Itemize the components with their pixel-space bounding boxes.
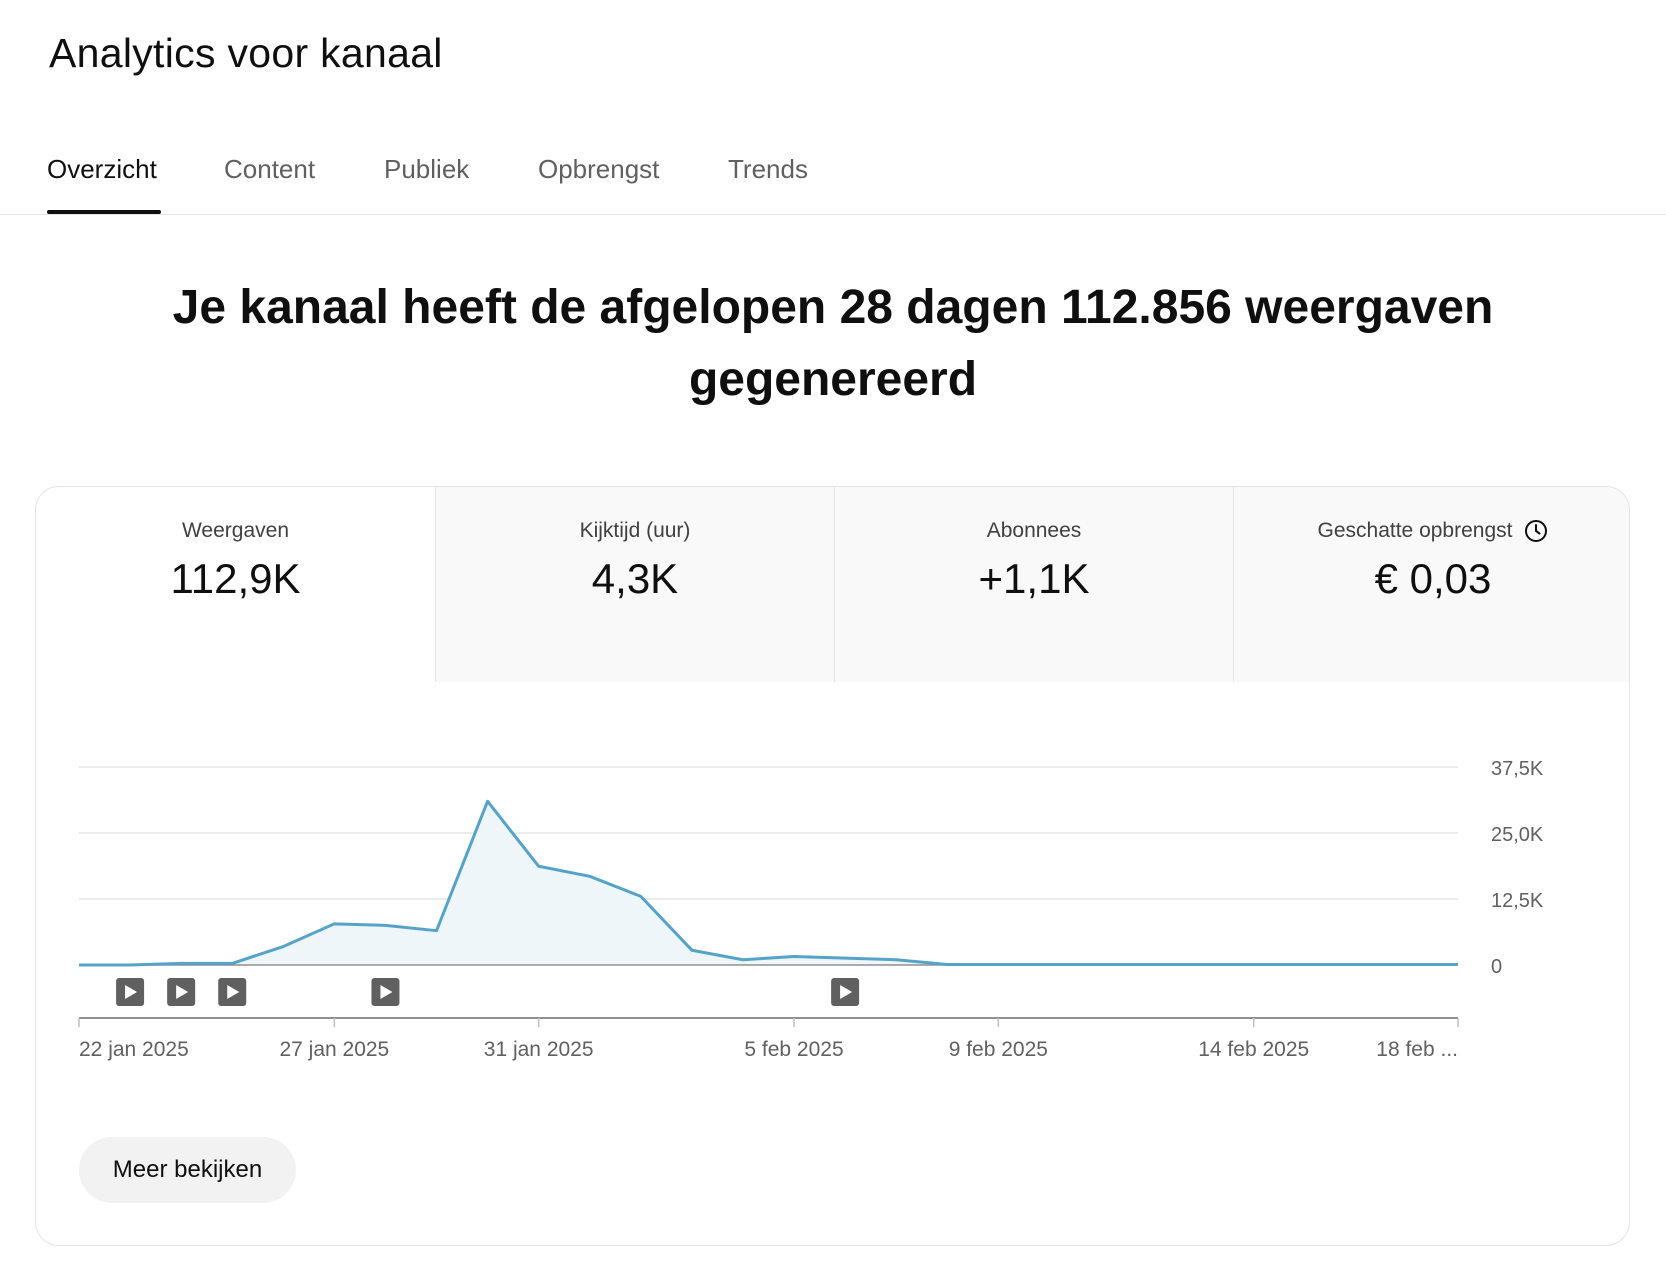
metric-value: € 0,03	[1374, 555, 1492, 602]
metric-label: Weergaven	[181, 519, 289, 542]
more-button[interactable]: Meer bekijken	[79, 1137, 296, 1203]
metric-kijktijd[interactable]: Kijktijd (uur) 4,3K	[435, 487, 834, 682]
area-fill	[79, 801, 1458, 965]
metric-label: Geschatte opbrengst	[1317, 519, 1513, 542]
metric-label: Kijktijd (uur)	[579, 519, 691, 542]
summary-headline: Je kanaal heeft de afgelopen 28 dagen 11…	[172, 281, 1494, 406]
metric-geschatte-opbrengst[interactable]: Geschatte opbrengst € 0,03	[1233, 487, 1629, 682]
active-tab-indicator	[47, 210, 161, 214]
analytics-card: Weergaven 112,9K Kijktijd (uur) 4,3K Abo…	[35, 486, 1630, 1246]
tab-overzicht[interactable]: Overzicht	[47, 154, 157, 184]
video-marker-icon[interactable]	[167, 978, 196, 1006]
x-tick-label: 31 jan 2025	[484, 1038, 594, 1061]
x-tick-label: 27 jan 2025	[279, 1038, 389, 1061]
clock-icon[interactable]	[1524, 519, 1548, 543]
metric-value: +1,1K	[978, 555, 1090, 602]
views-chart: 0 12,5K 25,0K 37,5K 22 jan 2025 27 jan 2025 31…	[78, 758, 1544, 1061]
x-tick-label: 18 feb ...	[1376, 1038, 1458, 1061]
page-title: Analytics voor kanaal	[49, 30, 443, 76]
video-marker-icon[interactable]	[218, 978, 247, 1006]
video-marker-icon[interactable]	[371, 978, 400, 1006]
metric-label-row: Geschatte opbrengst	[1234, 519, 1629, 543]
tab-content[interactable]: Content	[224, 154, 316, 184]
y-tick-label: 37,5K	[1491, 758, 1544, 780]
x-tick-label: 22 jan 2025	[79, 1038, 189, 1061]
tab-publiek[interactable]: Publiek	[384, 154, 470, 184]
tab-bar: Overzicht Content Publiek Opbrengst Tren…	[0, 130, 1666, 215]
views-series-line	[79, 799, 1458, 967]
video-marker-icon[interactable]	[831, 978, 860, 1006]
metric-label: Abonnees	[986, 519, 1082, 542]
tab-opbrengst[interactable]: Opbrengst	[538, 154, 660, 184]
metric-value: 112,9K	[170, 555, 301, 602]
metric-weergaven[interactable]: Weergaven 112,9K	[36, 487, 435, 682]
y-tick-label: 0	[1491, 956, 1502, 978]
tab-trends[interactable]: Trends	[728, 154, 808, 184]
metric-abonnees[interactable]: Abonnees +1,1K	[834, 487, 1233, 682]
x-tick-label: 14 feb 2025	[1198, 1038, 1309, 1061]
x-tick-label: 9 feb 2025	[949, 1038, 1048, 1061]
x-tick-label: 5 feb 2025	[744, 1038, 843, 1061]
y-tick-label: 12,5K	[1491, 890, 1544, 912]
video-marker-icon[interactable]	[116, 978, 145, 1006]
y-tick-label: 25,0K	[1491, 824, 1544, 846]
metric-value: 4,3K	[591, 555, 679, 602]
metric-label-wrap: Geschatte opbrengst	[1318, 519, 1549, 543]
